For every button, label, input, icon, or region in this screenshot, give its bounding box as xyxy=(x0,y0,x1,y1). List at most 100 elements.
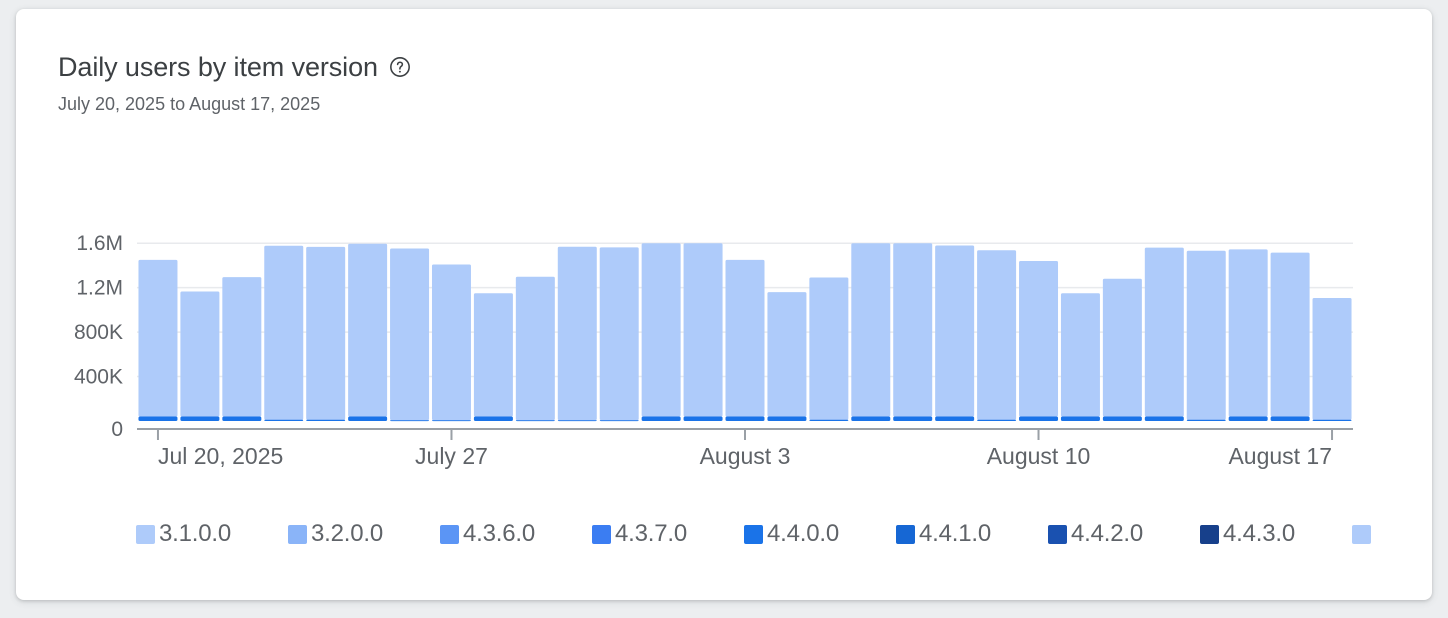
page-title: Daily users by item version xyxy=(58,52,378,82)
bar-segment[interactable] xyxy=(641,416,681,421)
bar-segment[interactable] xyxy=(977,419,1017,421)
y-axis-tick-label: 400K xyxy=(74,366,123,389)
legend-item-4.4.3.0[interactable]: 4.4.3.0 xyxy=(1200,520,1295,548)
legend-item-overflow[interactable] xyxy=(1352,524,1371,544)
bar-segment[interactable] xyxy=(725,416,765,421)
bar-segment[interactable] xyxy=(222,416,262,421)
y-axis-tick-label: 1.2M xyxy=(76,277,123,300)
bar-segment[interactable] xyxy=(306,419,346,421)
bar-segment[interactable] xyxy=(1060,293,1100,417)
x-axis-tick-label: Jul 20, 2025 xyxy=(158,443,283,469)
legend-swatch-icon xyxy=(592,524,611,544)
legend-item-4.3.7.0[interactable]: 4.3.7.0 xyxy=(592,520,687,548)
bar-segment[interactable] xyxy=(348,243,388,417)
bar-segment[interactable] xyxy=(809,419,849,421)
bar-segment[interactable] xyxy=(1270,252,1310,417)
legend-swatch-icon xyxy=(440,524,459,544)
legend-item-4.3.6.0[interactable]: 4.3.6.0 xyxy=(440,520,535,548)
bar-segment[interactable] xyxy=(222,277,262,417)
legend-swatch-icon xyxy=(136,524,155,544)
bar-segment[interactable] xyxy=(1186,419,1226,421)
bar-segment[interactable] xyxy=(348,416,388,421)
legend-swatch-icon xyxy=(288,524,307,544)
bar-segment[interactable] xyxy=(390,248,430,421)
x-axis-tick-label: August 3 xyxy=(700,443,791,469)
bar-segment[interactable] xyxy=(893,243,933,417)
legend-item-label: 4.4.2.0 xyxy=(1071,520,1143,547)
bar-segment[interactable] xyxy=(725,259,765,417)
legend-item-label: 4.4.1.0 xyxy=(919,520,991,547)
bar-segment[interactable] xyxy=(515,276,555,421)
bar-segment[interactable] xyxy=(599,420,639,422)
x-axis-tick-label: August 10 xyxy=(987,443,1091,469)
legend-item-label: 3.1.0.0 xyxy=(159,520,231,547)
bar-segment[interactable] xyxy=(683,416,723,421)
bar-segment[interactable] xyxy=(390,420,430,422)
bar-segment[interactable] xyxy=(264,419,304,421)
bar-segment[interactable] xyxy=(767,292,807,417)
bar-segment[interactable] xyxy=(473,416,513,421)
legend-item-4.4.0.0[interactable]: 4.4.0.0 xyxy=(744,520,839,548)
bar-chart: 0 400K 800K 1.2M 1.6M Jul 20, 2025 July 27 Augu… xyxy=(74,232,1353,469)
bar-segment[interactable] xyxy=(431,420,471,422)
bar-segment[interactable] xyxy=(264,245,304,420)
bar-segment[interactable] xyxy=(515,420,555,422)
bar-segment[interactable] xyxy=(431,264,471,421)
bar-segment[interactable] xyxy=(138,416,178,421)
bar-segment[interactable] xyxy=(851,243,891,417)
legend-item-label: 3.2.0.0 xyxy=(311,520,383,547)
legend-swatch-icon xyxy=(896,524,915,544)
bar-segment[interactable] xyxy=(1102,278,1142,417)
bar-segment[interactable] xyxy=(1228,249,1268,417)
bar-segment[interactable] xyxy=(1102,416,1142,421)
bar-segment[interactable] xyxy=(935,245,975,417)
y-axis-tick-label: 800K xyxy=(74,321,123,344)
legend-swatch-icon xyxy=(744,524,763,544)
bar-segment[interactable] xyxy=(557,420,597,422)
legend-item-label: 4.3.7.0 xyxy=(615,520,687,547)
bar-segment[interactable] xyxy=(1312,298,1352,420)
legend-item-3.2.0.0[interactable]: 3.2.0.0 xyxy=(288,520,383,548)
help-circle-icon[interactable] xyxy=(389,56,411,78)
legend-swatch-icon xyxy=(1352,524,1371,544)
bar-segment[interactable] xyxy=(851,416,891,421)
bar-segment[interactable] xyxy=(809,277,849,420)
legend-item-label: 4.4.3.0 xyxy=(1223,520,1295,547)
legend-item-4.4.2.0[interactable]: 4.4.2.0 xyxy=(1048,520,1143,548)
bar-segment[interactable] xyxy=(1270,416,1310,421)
y-axis-tick-label: 1.6M xyxy=(76,232,123,255)
legend-item-4.4.1.0[interactable]: 4.4.1.0 xyxy=(896,520,991,548)
chart-legend: 3.1.0.0 3.2.0.0 4.3.6.0 4.3.7.0 4.4.0.0 4.4.1… xyxy=(136,514,1432,554)
plot-area: 0 400K 800K 1.2M 1.6M Jul 20, 2025 July 27 Augu… xyxy=(16,9,1432,600)
bar-segment[interactable] xyxy=(1312,419,1352,421)
bar-segment[interactable] xyxy=(767,416,807,421)
bar-segment[interactable] xyxy=(641,243,681,417)
bar-segment[interactable] xyxy=(180,416,220,421)
legend-item-label: 4.3.6.0 xyxy=(463,520,535,547)
bar-segment[interactable] xyxy=(599,247,639,421)
bar-segment[interactable] xyxy=(683,243,723,417)
bar-segment[interactable] xyxy=(1144,247,1184,417)
bar-segment[interactable] xyxy=(1144,416,1184,421)
date-range-subtitle: July 20, 2025 to August 17, 2025 xyxy=(58,94,321,114)
bar-segment[interactable] xyxy=(1186,250,1226,420)
bar-segment[interactable] xyxy=(180,291,220,417)
x-axis-tick-label: July 27 xyxy=(415,443,488,469)
bar-segment[interactable] xyxy=(977,250,1017,420)
bar-segment[interactable] xyxy=(306,246,346,420)
bar-segment[interactable] xyxy=(1060,416,1100,421)
legend-item-label: 4.4.0.0 xyxy=(767,520,839,547)
x-axis-tick-label: August 17 xyxy=(1228,443,1332,469)
bar-segment[interactable] xyxy=(138,259,178,417)
bar-segment[interactable] xyxy=(1228,416,1268,421)
bar-segment[interactable] xyxy=(893,416,933,421)
card-header: Daily users by item version July 20, 202… xyxy=(58,51,1408,115)
title-row: Daily users by item version xyxy=(58,51,1408,83)
legend-swatch-icon xyxy=(1200,524,1219,544)
bar-segment[interactable] xyxy=(1019,261,1059,417)
bar-segment[interactable] xyxy=(473,293,513,417)
legend-item-3.1.0.0[interactable]: 3.1.0.0 xyxy=(136,520,231,548)
bar-segment[interactable] xyxy=(557,246,597,421)
bar-segment[interactable] xyxy=(1019,416,1059,421)
bar-segment[interactable] xyxy=(935,416,975,421)
